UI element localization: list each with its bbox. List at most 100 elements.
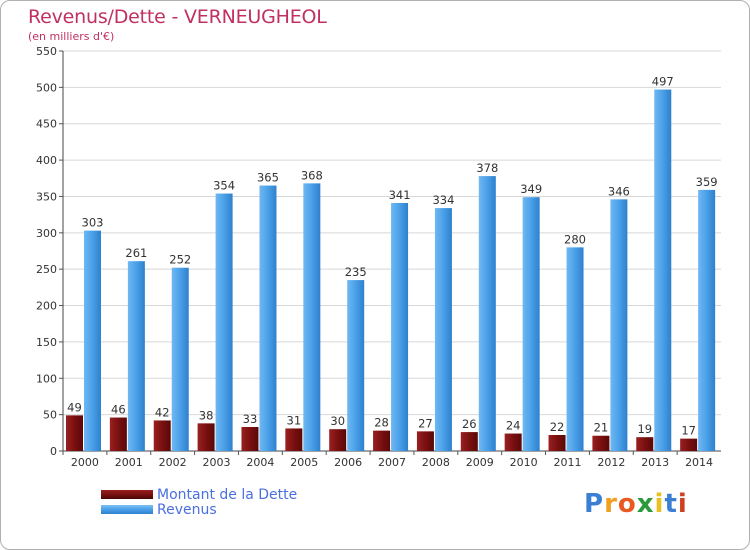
bar-revenue: [84, 230, 101, 451]
x-tick-label: 2006: [334, 456, 362, 469]
bar-revenue: [347, 280, 365, 451]
data-label-debt: 28: [374, 416, 389, 430]
bar-debt: [680, 438, 698, 451]
x-tick-label: 2012: [597, 456, 625, 469]
data-label-debt: 49: [67, 400, 82, 414]
bar-debt: [66, 415, 83, 451]
data-label-revenue: 235: [345, 265, 367, 279]
bar-revenue: [171, 267, 189, 451]
bar-revenue: [259, 185, 277, 451]
y-tick-label: 350: [36, 190, 57, 203]
data-label-revenue: 378: [476, 161, 498, 175]
x-tick-label: 2001: [115, 456, 143, 469]
data-label-revenue: 334: [432, 193, 454, 207]
data-label-revenue: 346: [608, 184, 630, 198]
data-label-debt: 21: [594, 421, 609, 435]
x-tick-label: 2002: [159, 456, 187, 469]
bar-debt: [285, 428, 303, 451]
data-label-revenue: 261: [125, 246, 147, 260]
x-tick-label: 2004: [246, 456, 274, 469]
y-tick-label: 500: [36, 81, 57, 94]
legend-swatch-debt: [101, 490, 153, 499]
bar-debt: [373, 430, 391, 451]
x-tick-label: 2011: [553, 456, 581, 469]
data-label-revenue: 341: [389, 188, 411, 202]
data-label-debt: 24: [506, 419, 521, 433]
bar-revenue: [522, 197, 540, 451]
x-tick-label: 2014: [685, 456, 713, 469]
chart-subtitle: (en milliers d'€): [28, 30, 115, 43]
data-label-revenue: 497: [652, 75, 674, 89]
data-label-debt: 30: [330, 414, 345, 428]
y-tick-label: 0: [50, 445, 57, 458]
legend-label-revenue: Revenus: [157, 501, 217, 518]
bar-debt: [416, 431, 434, 451]
bar-debt: [636, 437, 654, 451]
y-tick-label: 200: [36, 300, 57, 313]
x-tick-label: 2010: [510, 456, 538, 469]
logo-letter: t: [664, 489, 678, 519]
data-label-debt: 38: [199, 408, 214, 422]
data-label-revenue: 354: [213, 179, 235, 193]
y-tick-label: 550: [36, 45, 57, 58]
bar-debt: [329, 429, 347, 451]
legend-label-debt: Montant de la Dette: [157, 486, 298, 503]
data-label-debt: 19: [637, 422, 652, 436]
bar-revenue: [127, 261, 145, 451]
data-label-debt: 31: [287, 413, 302, 427]
data-label-debt: 17: [681, 424, 696, 438]
bar-debt: [592, 435, 610, 451]
logo-letter: P: [584, 489, 605, 519]
bar-debt: [153, 420, 171, 451]
bar-revenue: [610, 199, 628, 451]
proxiti-logo: Proxiti: [584, 489, 688, 519]
bar-debt: [109, 417, 127, 451]
legend: Montant de la Dette Revenus: [101, 486, 298, 518]
bar-revenue: [434, 208, 452, 451]
bar-debt: [548, 435, 566, 451]
data-label-debt: 26: [462, 417, 477, 431]
legend-swatch-revenue: [101, 505, 153, 514]
logo-letter: r: [604, 489, 618, 519]
data-label-revenue: 252: [169, 253, 191, 267]
bar-revenue: [215, 193, 233, 451]
bar-debt: [241, 427, 259, 451]
y-tick-label: 300: [36, 227, 57, 240]
data-label-debt: 46: [111, 403, 126, 417]
bar-revenue: [303, 183, 321, 451]
y-tick-label: 250: [36, 263, 57, 276]
x-tick-label: 2003: [203, 456, 231, 469]
logo-letter: i: [677, 489, 688, 519]
y-tick-label: 450: [36, 118, 57, 131]
logo-letter: x: [636, 489, 655, 519]
logo-letter: i: [654, 489, 665, 519]
bar-revenue: [566, 247, 584, 451]
data-label-revenue: 280: [564, 232, 586, 246]
data-label-revenue: 368: [301, 168, 323, 182]
y-tick-label: 150: [36, 336, 57, 349]
bar-revenue: [478, 176, 496, 451]
x-tick-label: 2013: [641, 456, 669, 469]
bar-revenue: [698, 189, 716, 451]
legend-item-debt: Montant de la Dette: [101, 486, 298, 503]
bar-debt: [197, 423, 215, 451]
data-label-debt: 33: [243, 412, 258, 426]
bar-revenue: [391, 203, 409, 451]
x-tick-label: 2009: [466, 456, 494, 469]
legend-item-revenue: Revenus: [101, 501, 297, 518]
bar-debt: [504, 433, 522, 451]
data-label-revenue: 365: [257, 171, 279, 185]
chart-title: Revenus/Dette - VERNEUGHEOL: [28, 6, 327, 28]
x-tick-label: 2008: [422, 456, 450, 469]
y-tick-label: 50: [43, 409, 57, 422]
x-tick-label: 2007: [378, 456, 406, 469]
y-tick-label: 100: [36, 372, 57, 385]
y-tick-label: 400: [36, 154, 57, 167]
data-label-revenue: 359: [696, 175, 718, 189]
data-label-revenue: 349: [520, 182, 542, 196]
bar-revenue: [654, 89, 672, 451]
bar-debt: [460, 432, 478, 451]
x-tick-label: 2000: [71, 456, 99, 469]
